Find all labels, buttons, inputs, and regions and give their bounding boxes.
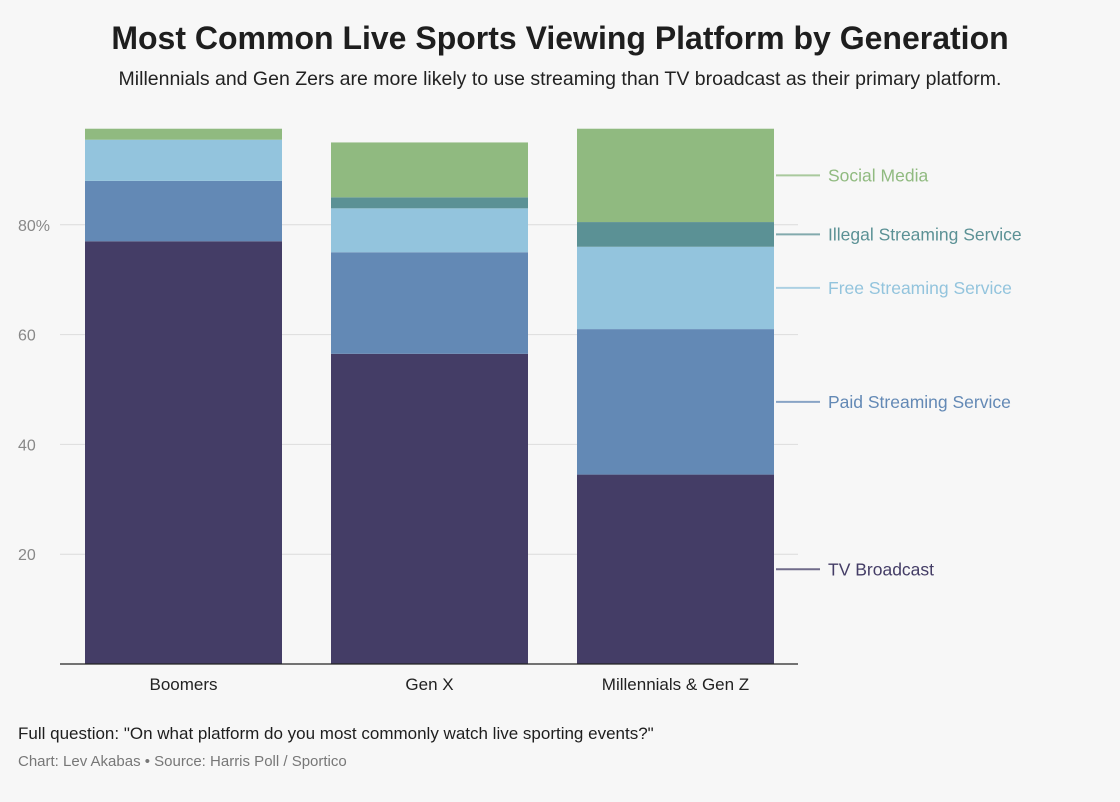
y-tick-label: 60 [18,328,36,345]
footer-credit: Chart: Lev Akabas • Source: Harris Poll … [18,753,347,770]
bars [85,128,774,664]
footer-question: Full question: "On what platform do you … [18,724,654,743]
legend-label: Paid Streaming Service [828,392,1011,412]
bar-segment [331,252,528,354]
bar-segment [85,139,282,181]
bar-segment [331,197,528,209]
legend-label: Social Media [828,165,928,185]
bar-segment [577,474,774,664]
x-axis-ticks: Boomers Gen X Millennials & Gen Z [149,675,749,694]
bar-segment [577,222,774,247]
bar-segment [577,246,774,330]
x-tick-label: Boomers [149,675,217,694]
bar-segment [85,128,282,140]
legend-label: Free Streaming Service [828,278,1012,298]
bar-segment [85,241,282,664]
bar-segment [577,128,774,223]
y-axis-ticks: 20 40 60 80% [18,218,50,564]
bar-segment [577,329,774,475]
y-tick-label: 80% [18,218,50,235]
chart-title: Most Common Live Sports Viewing Platform… [111,20,1009,56]
bar-segment [331,208,528,253]
legend-label: Illegal Streaming Service [828,224,1022,244]
x-tick-label: Millennials & Gen Z [602,675,749,694]
y-tick-label: 20 [18,547,36,564]
y-tick-label: 40 [18,437,36,454]
bar-segment [85,180,282,242]
x-tick-label: Gen X [405,675,453,694]
legend-label: TV Broadcast [828,559,934,579]
bar-segment [331,142,528,198]
bar-segment [331,353,528,664]
chart-subtitle: Millennials and Gen Zers are more likely… [118,68,1002,90]
legend: TV Broadcast Paid Streaming Service Free S… [776,165,1022,579]
